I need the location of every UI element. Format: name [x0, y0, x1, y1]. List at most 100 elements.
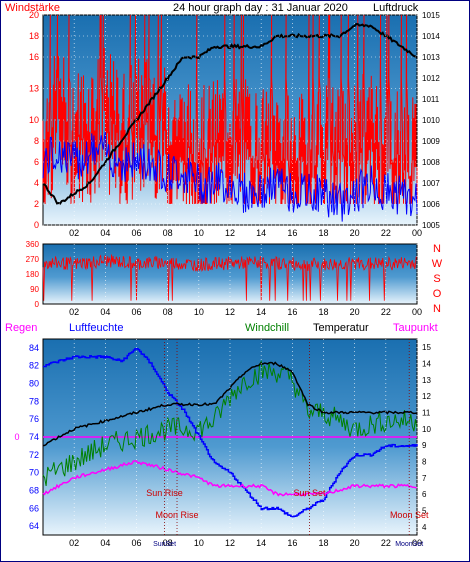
- legend-taupunkt: Taupunkt: [393, 322, 438, 334]
- astro-tick-label: MoonSet: [395, 541, 423, 548]
- plot3-y-left-tick: 66: [29, 503, 39, 513]
- plot3-y-right-tick: 12: [422, 392, 431, 401]
- plot1-y-left-tick: 6: [34, 157, 39, 167]
- plot2-y-tick: 360: [26, 240, 40, 249]
- plot3-y-left-tick: 74: [29, 432, 39, 442]
- plot1-x-tick: 14: [256, 228, 266, 238]
- plot3-x-tick: 14: [256, 538, 266, 548]
- plot1-x-tick: 12: [225, 228, 235, 238]
- plot1-y-left-tick: 10: [29, 115, 39, 125]
- plot3-x-tick: 06: [131, 538, 141, 548]
- header-title: 24 hour graph day : 31 Januar 2020: [173, 2, 348, 14]
- plot1-x-tick: 22: [381, 228, 391, 238]
- series-humidity: [43, 347, 418, 518]
- plot1-y-right-tick: 1012: [422, 74, 440, 83]
- plot2-x-tick: 06: [131, 307, 141, 317]
- plot2-compass-label: O: [433, 288, 442, 300]
- astro-marker-label: Moon Set: [390, 510, 429, 520]
- plot1-x-tick: 06: [131, 228, 141, 238]
- plot2-x-tick: 20: [350, 307, 360, 317]
- plot1-y-right-tick: 1007: [422, 179, 440, 188]
- plot2-x-tick: 14: [256, 307, 266, 317]
- plot2-background: [42, 243, 418, 305]
- plot1-y-right-tick: 1015: [422, 11, 440, 20]
- plot2-compass-label: S: [433, 273, 440, 285]
- plot2-x-tick: 08: [163, 307, 173, 317]
- plot3-x-tick: 00: [412, 538, 422, 548]
- plot1-y-left-tick: 16: [29, 52, 39, 62]
- plot3-y-right-tick: 15: [422, 343, 431, 352]
- plot3-x-tick: 18: [318, 538, 328, 548]
- plot3-x-tick: 10: [194, 538, 204, 548]
- plot2-y-tick: 90: [30, 285, 39, 294]
- astro-marker-label: Sun Set: [293, 488, 326, 498]
- plot1-y-right-tick: 1014: [422, 32, 440, 41]
- legend-regen: Regen: [5, 322, 37, 334]
- astro-marker-label: Sun Rise: [146, 488, 183, 498]
- legend-luftfeuchte: Luftfeuchte: [69, 322, 123, 334]
- series-dewpoint: [42, 460, 417, 497]
- plot1-y-left-tick: 13: [29, 84, 39, 94]
- plot1-y-left-tick: 0: [34, 220, 39, 230]
- plot2-y-tick: 0: [35, 300, 40, 309]
- series-wind-direction: [42, 254, 418, 301]
- plot3-axes: 02 04 06 08 10 12 14 16 18 20 22 006466687072747678…: [14, 339, 431, 548]
- plot3-y-right-tick: 7: [422, 474, 427, 483]
- rain-zero-label: 0: [14, 432, 19, 442]
- plot2-y-tick: 180: [26, 270, 40, 279]
- plot3-y-left-tick: 78: [29, 396, 39, 406]
- plot1-x-tick: 18: [318, 228, 328, 238]
- plot2-x-tick: 00: [412, 307, 422, 317]
- plot3-y-right-tick: 6: [422, 490, 427, 499]
- legend-temperatur: Temperatur: [313, 322, 369, 334]
- plot2-compass-label: W: [432, 258, 443, 270]
- plot1-x-tick: 02: [69, 228, 79, 238]
- plot1-x-tick: 20: [350, 228, 360, 238]
- plot1-x-tick: 08: [163, 228, 173, 238]
- plot3-y-left-tick: 82: [29, 361, 39, 371]
- plot3-y-right-tick: 8: [422, 458, 427, 467]
- plot3-y-left-tick: 64: [29, 521, 39, 531]
- plot3-x-tick: 16: [287, 538, 297, 548]
- plot1-y-left-tick: 20: [29, 10, 39, 20]
- plot3-y-right-tick: 5: [422, 507, 427, 516]
- plot3-y-left-tick: 70: [29, 468, 39, 478]
- plot2-compass-label: N: [433, 243, 441, 255]
- plot3-y-right-tick: 13: [422, 376, 431, 385]
- plot2-x-tick: 18: [318, 307, 328, 317]
- plot3-y-left-tick: 80: [29, 379, 39, 389]
- plot2-x-tick: 16: [287, 307, 297, 317]
- plot2-x-tick: 12: [225, 307, 235, 317]
- plot2-compass-label: N: [433, 303, 441, 315]
- plot3-x-tick: 20: [350, 538, 360, 548]
- plot1-y-left-tick: 2: [34, 199, 39, 209]
- plot1-y-right-tick: 1005: [422, 221, 440, 230]
- plot3-x-tick: 08: [163, 538, 173, 548]
- plot3-y-left-tick: 84: [29, 343, 39, 353]
- plot1-y-right-tick: 1011: [422, 95, 440, 104]
- plot3-y-right-tick: 4: [422, 523, 427, 532]
- plot3-x-tick: 04: [100, 538, 110, 548]
- astro-tick-label: SunSet: [153, 541, 176, 548]
- plot3-y-right-tick: 14: [422, 360, 431, 369]
- astro-marker-label: Moon Rise: [156, 510, 199, 520]
- plot3-x-tick: 02: [69, 538, 79, 548]
- plot2-x-tick: 02: [69, 307, 79, 317]
- plot1-y-left-tick: 18: [29, 31, 39, 41]
- plot1-axes: 02 04 06 08 10 12 14 16 18 20 22 000246810131618201…: [29, 10, 440, 238]
- plot3-y-left-tick: 68: [29, 485, 39, 495]
- plot2-x-tick: 04: [100, 307, 110, 317]
- legend-windchill: Windchill: [245, 322, 289, 334]
- plot2-x-tick: 10: [194, 307, 204, 317]
- plot3-y-left-tick: 72: [29, 450, 39, 460]
- plot3-y-left-tick: 76: [29, 414, 39, 424]
- header-luftdruck: Luftdruck: [373, 2, 419, 14]
- plot2-x-tick: 22: [381, 307, 391, 317]
- header-windstaerke: Windstärke: [5, 2, 60, 14]
- plot1-y-right-tick: 1010: [422, 116, 440, 125]
- plot2-series: [42, 254, 418, 301]
- plot1-y-right-tick: 1013: [422, 53, 440, 62]
- plot3-y-right-tick: 9: [422, 441, 427, 450]
